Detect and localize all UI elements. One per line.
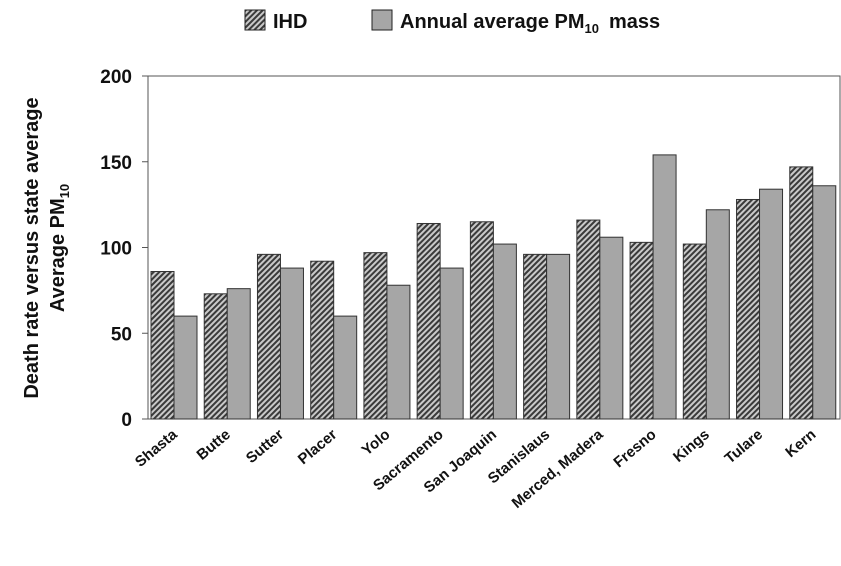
bar-pm10 [333,315,358,420]
x-category-label: Shasta [132,426,181,471]
legend: IHD Annual average PM10 mass [244,9,660,36]
x-axis: Shasta Butte Sutter Placer YoloSacramentoSan… [132,426,819,512]
bar-ihd [310,260,335,420]
x-category-label: Kern [782,426,819,461]
bar-pm10 [173,315,198,420]
y-axis-title: Death rate versus state average Average … [21,97,72,398]
y-axis-label-line1: Death rate versus state average [21,97,43,398]
legend-label-ihd: IHD [273,11,307,33]
x-category-label: Fresno [610,426,659,471]
y-tick-label: 200 [100,67,132,88]
y-tick-label: 100 [100,239,132,260]
y-tick-label: 0 [121,410,132,431]
y-tick-label: 150 [100,153,132,174]
bar-pm10 [492,243,517,420]
bar-pm10 [546,253,571,420]
legend-swatch-pm [371,9,393,31]
bar-ihd [523,253,548,420]
bar-ihd [256,253,281,420]
x-category-label: Sutter [243,426,287,467]
bar-ihd [682,243,707,420]
bar-ihd [416,222,441,420]
bar-pm10 [599,236,624,420]
x-category-label: Yolo [359,426,394,459]
bar-ihd [789,166,814,420]
y-axis-label-line2: Average PM10 [47,184,72,312]
bar-ihd [736,198,761,420]
bar-pm10 [705,209,730,420]
bar-pm10 [386,284,411,420]
x-category-label: Merced, Madera [509,426,607,512]
bar-ihd [629,241,654,420]
bar-pm10 [759,188,784,420]
bar-pm10 [226,288,251,420]
bar-pm10 [279,267,304,420]
bar-pm10 [652,154,677,420]
bars [150,154,837,420]
bar-ihd [203,293,228,420]
bar-ihd [469,221,494,420]
x-category-label: Butte [194,426,234,464]
bar-pm10 [439,267,464,420]
legend-swatch-ihd [244,9,266,31]
x-category-label: Placer [295,426,341,468]
bar-pm10 [812,185,837,420]
bar-ihd [576,219,601,420]
x-category-label: Kings [670,426,713,466]
y-tick-label: 50 [111,324,132,345]
x-category-label: Tulare [722,426,767,467]
bar-ihd [363,252,388,420]
legend-label-pm: Annual average PM10 mass [400,11,660,36]
y-axis: 0 50 100 150 200 [100,67,148,431]
bar-ihd [150,271,175,420]
